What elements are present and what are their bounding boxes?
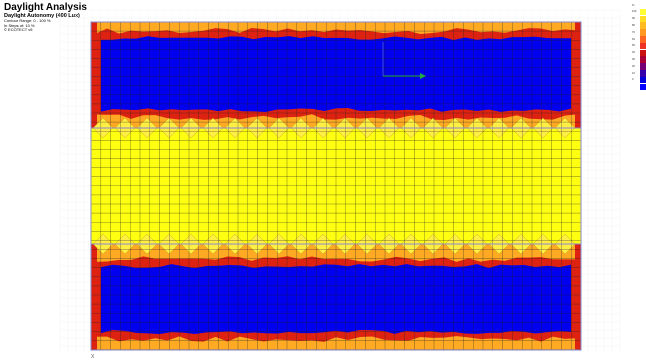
legend-label: 90: [632, 17, 635, 21]
legend-label: 80: [632, 23, 635, 27]
zone-frames: [90, 21, 582, 351]
upper-zone-edge-left: [91, 22, 97, 128]
lower-zone-edge-left: [91, 244, 97, 350]
legend-swatch: [640, 76, 646, 84]
upper-zone-edge-right: [575, 22, 581, 128]
lower-zone-edge-right: [575, 244, 581, 350]
legend-swatch: [640, 56, 646, 63]
legend-swatch: [640, 36, 646, 43]
legend-label: 100: [632, 10, 637, 14]
contour-range-text: Contour Range: 0 - 100 %: [4, 18, 51, 23]
legend-swatch: [640, 8, 646, 16]
legend-label: 70: [632, 30, 635, 34]
lower-zone-frame: [90, 243, 582, 351]
legend-swatch: [640, 15, 646, 23]
legend-label: 0: [632, 78, 634, 82]
legend-swatch: [640, 83, 646, 91]
title-block: Daylight Analysis Daylight Autonomy (400…: [4, 3, 87, 33]
page-title: Daylight Analysis: [4, 2, 87, 13]
axis-marker: [382, 42, 426, 79]
legend-swatch: [640, 2, 646, 9]
legend-swatch: [640, 29, 646, 36]
corner-axis-mark: X: [91, 354, 95, 360]
legend-label: %: [632, 3, 635, 7]
legend-label: 20: [632, 64, 635, 68]
legend-label: 60: [632, 37, 635, 41]
axis-x-arrow-icon: [420, 73, 426, 79]
legend-swatch: [640, 42, 646, 50]
steps-text: In Steps of: 10 %: [4, 22, 35, 28]
legend-swatch: [640, 63, 646, 70]
legend-swatch: [640, 70, 646, 77]
legend-swatch: [640, 22, 646, 29]
legend-label: 10: [632, 71, 635, 75]
legend-label: 50: [632, 44, 635, 48]
credit-text: © ECOTECT v5: [4, 27, 33, 32]
legend-swatch: [640, 49, 646, 57]
legend-label: 30: [632, 57, 635, 61]
analysis-subtitle: Daylight Autonomy (400 Lux): [4, 13, 80, 19]
legend-label: 40: [632, 51, 635, 55]
